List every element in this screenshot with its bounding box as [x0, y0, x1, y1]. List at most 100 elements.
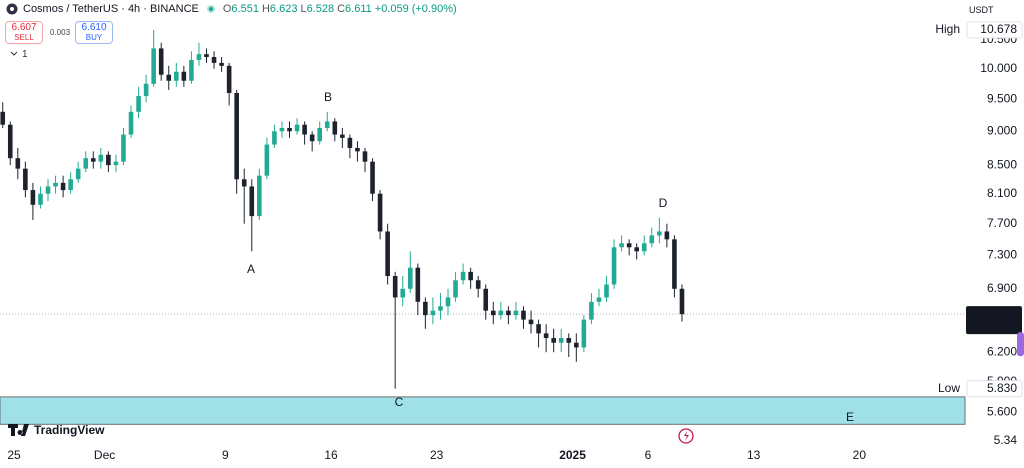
y-tick-label: 9.000 [987, 123, 1017, 137]
candle-body [430, 310, 436, 316]
wave-label: C [395, 395, 404, 409]
brand-logo: TradingView [8, 423, 105, 437]
y-tick-label: 8.500 [987, 157, 1017, 171]
candle-body [672, 239, 677, 289]
candle-body [551, 338, 556, 343]
candle-body [128, 111, 134, 135]
x-tick-label: 16 [324, 448, 338, 462]
y-tick-label: 9.500 [987, 91, 1017, 105]
y-tick-label: 6.900 [987, 281, 1017, 295]
y-tick-label: 6.200 [987, 344, 1017, 358]
wave-label: A [247, 262, 255, 276]
market-status [206, 5, 215, 13]
ohlc-value: 6.528 [306, 3, 335, 15]
change-pct: (+0.90%) [411, 3, 457, 15]
candle-body [68, 179, 73, 191]
candle-body [340, 134, 345, 138]
candle-body [385, 231, 390, 277]
indicator-count: 1 [22, 49, 28, 60]
y-tick-label: 7.300 [987, 248, 1017, 262]
candle-body [181, 71, 187, 81]
candle-body [536, 324, 541, 334]
spread: 0.003 [50, 28, 71, 37]
candle-body [302, 124, 307, 135]
candle-body [649, 235, 655, 244]
candle-body [106, 154, 111, 166]
y-tick-label: 5.34 [994, 433, 1018, 447]
candle-body [249, 186, 255, 217]
candle-body [392, 276, 398, 298]
candle-body [90, 158, 96, 162]
symbol-title: Cosmos / TetherUS · 4h · BINANCE [23, 3, 199, 15]
x-tick-label: Dec [94, 448, 115, 462]
sell-price: 6.607 [11, 22, 37, 33]
candle-body [445, 297, 451, 307]
icon-ring [678, 428, 694, 444]
y-tick-label: 5.600 [987, 405, 1017, 419]
candle-body [490, 310, 496, 316]
sell-label: SELL [14, 33, 34, 42]
candle-body [98, 154, 104, 162]
candle-body [574, 342, 579, 348]
wave-label: B [324, 90, 332, 104]
buy-price: 6.610 [81, 22, 107, 33]
candle-body [543, 333, 549, 339]
candle-body [589, 301, 594, 320]
x-tick-label: 23 [430, 448, 444, 462]
candle-body [513, 310, 519, 316]
brand-name: TradingView [34, 423, 105, 437]
buy-button[interactable]: 6.610 BUY [75, 21, 113, 44]
indicator-toggle[interactable]: 1 [10, 49, 28, 60]
candle-body [75, 168, 81, 180]
wave-label: E [846, 410, 854, 424]
candle-body [204, 54, 209, 58]
y-tick-label: 10.000 [980, 61, 1017, 75]
ohlc-values: O6.551 H6.623 L6.528 C6.611 +0.059 (+0.90%) [223, 3, 460, 15]
candle-body [468, 271, 473, 281]
countdown: 02:35:21 [970, 319, 1017, 333]
last-price-box [966, 306, 1022, 335]
candle-body [438, 306, 443, 311]
candle-body [423, 301, 428, 316]
candle-body [528, 319, 534, 325]
candle-body [641, 243, 647, 252]
candle-body [460, 271, 466, 281]
side-tab [1017, 332, 1024, 357]
candle-body [558, 338, 564, 343]
candle-body [53, 182, 58, 187]
ohlc-value: 6.551 [231, 3, 259, 15]
candle-body [415, 267, 421, 302]
last-price: 6.611 [988, 306, 1017, 320]
candle-body [400, 288, 406, 298]
candle-body [166, 74, 172, 81]
candle-body [370, 161, 375, 194]
high-box [966, 21, 1023, 39]
x-tick-label: 9 [222, 448, 229, 462]
currency[interactable]: USDT [969, 5, 994, 15]
candle-body [264, 144, 270, 176]
candle-body [196, 54, 202, 60]
candle-body [581, 319, 587, 348]
low-label: Low [938, 381, 960, 395]
candle-body [483, 288, 489, 311]
candle-body [347, 137, 353, 148]
sell-button[interactable]: 6.607 SELL [5, 21, 43, 44]
ohlc-value: 6.623 [269, 3, 298, 15]
candle-body [30, 190, 36, 205]
candle-body [604, 284, 609, 298]
candle-body [234, 92, 239, 180]
candle-body [664, 231, 670, 240]
high-value: 10.678 [980, 22, 1017, 36]
candle-body [151, 48, 156, 84]
zone [0, 396, 966, 425]
candle-body [355, 147, 360, 152]
candle-body [317, 127, 323, 142]
low-value: 5.830 [987, 381, 1017, 395]
candle-body [257, 175, 262, 217]
candle-body [634, 247, 639, 252]
high-label: High [935, 22, 960, 36]
candle-body [287, 127, 292, 132]
